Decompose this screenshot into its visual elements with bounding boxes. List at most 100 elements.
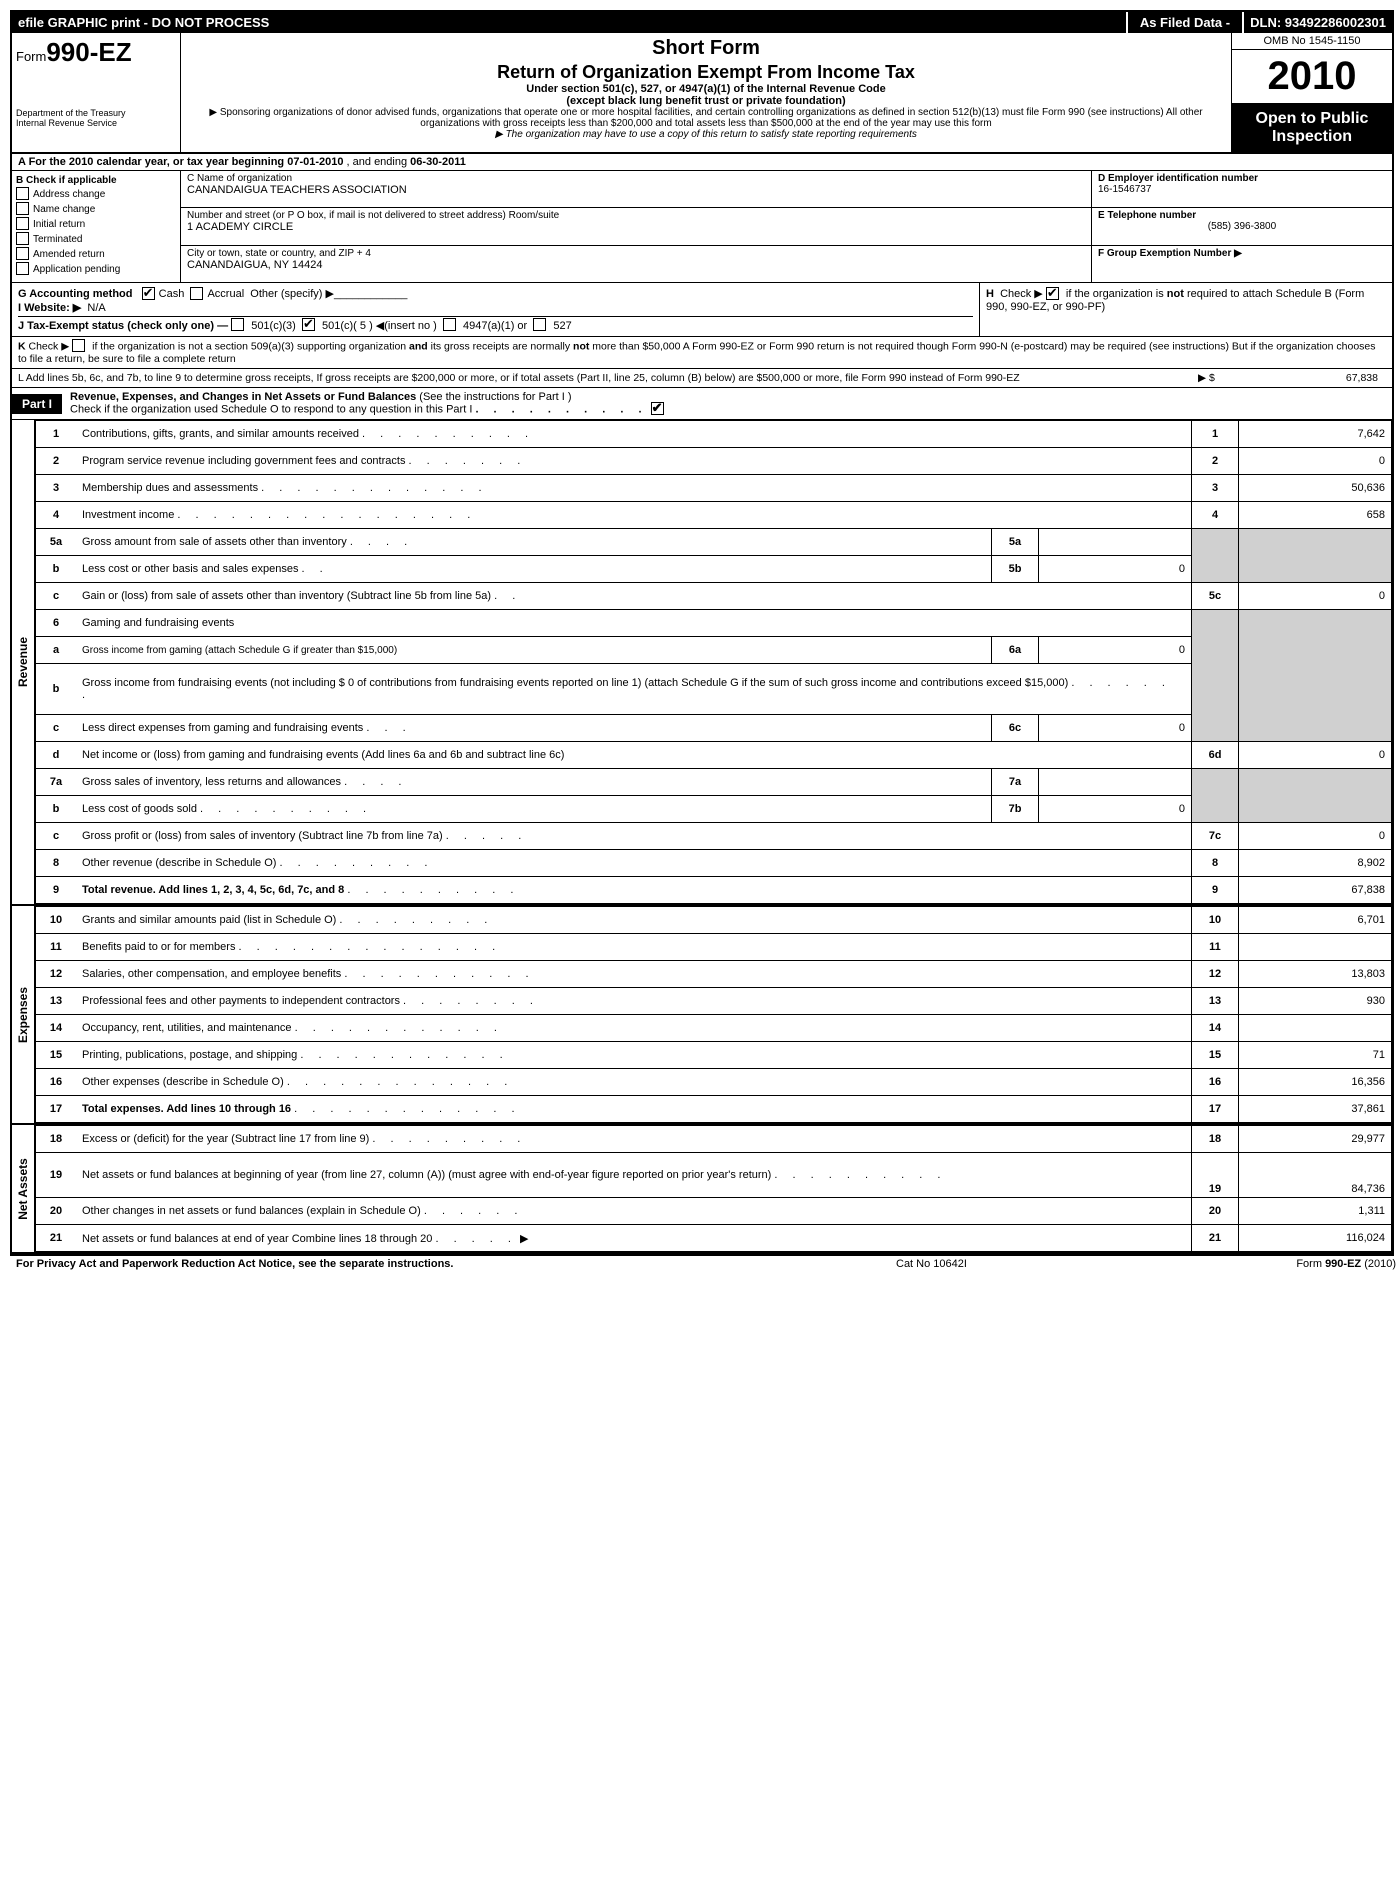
c-street-row: Number and street (or P O box, if mail i… [181, 208, 1091, 245]
l10-d: Grants and similar amounts paid (list in… [76, 907, 1192, 934]
l4-a: 658 [1239, 502, 1392, 529]
h-check[interactable] [1046, 287, 1059, 300]
l20-d: Other changes in net assets or fund bala… [76, 1198, 1192, 1225]
footer-form: Form 990-EZ (2010) [1196, 1258, 1396, 1270]
l3-d: Membership dues and assessments . . . . … [76, 475, 1192, 502]
part1-title: Revenue, Expenses, and Changes in Net As… [62, 388, 676, 419]
row-l: L Add lines 5b, 6c, and 7b, to line 9 to… [12, 369, 1392, 388]
b-terminated[interactable]: Terminated [16, 233, 176, 246]
g-line: G Accounting method Cash Accrual Other (… [18, 287, 973, 301]
org-street: 1 ACADEMY CIRCLE [187, 221, 1085, 233]
open1: Open to Public [1234, 110, 1390, 128]
l14-ln: 14 [1192, 1015, 1239, 1042]
l5a-n: 5a [36, 529, 77, 556]
l7a-d: Gross sales of inventory, less returns a… [76, 769, 992, 796]
l5-shade1 [1192, 529, 1239, 583]
l8-d: Other revenue (describe in Schedule O) .… [76, 850, 1192, 877]
l14-d: Occupancy, rent, utilities, and maintena… [76, 1015, 1192, 1042]
l6c-sn: 6c [992, 715, 1039, 742]
l17-d: Total expenses. Add lines 10 through 16 … [76, 1096, 1192, 1123]
expenses-table: 10Grants and similar amounts paid (list … [35, 906, 1392, 1123]
g-cash-check[interactable] [142, 287, 155, 300]
dept1: Department of the Treasury [16, 108, 176, 118]
l11-a [1239, 934, 1392, 961]
l7-shade1 [1192, 769, 1239, 823]
b-amended[interactable]: Amended return [16, 248, 176, 261]
l13-d: Professional fees and other payments to … [76, 988, 1192, 1015]
c-name-label: C Name of organization [187, 173, 407, 184]
omb: OMB No 1545-1150 [1232, 33, 1392, 50]
e-val: (585) 396-3800 [1098, 221, 1386, 232]
title-box: Short Form Return of Organization Exempt… [181, 33, 1231, 152]
line-3: 3Membership dues and assessments . . . .… [36, 475, 1392, 502]
l5c-d: Gain or (loss) from sale of assets other… [76, 583, 1192, 610]
l7b-sv: 0 [1039, 796, 1192, 823]
revenue-label: Revenue [16, 637, 30, 687]
ghi-left: G Accounting method Cash Accrual Other (… [12, 283, 979, 336]
line-6b: bGross income from fundraising events (n… [36, 664, 1392, 715]
b-opt-0: Address change [33, 189, 105, 200]
b-pending[interactable]: Application pending [16, 263, 176, 276]
l20-ln: 20 [1192, 1198, 1239, 1225]
l13-n: 13 [36, 988, 77, 1015]
b-opt-4: Amended return [33, 249, 105, 260]
d-label: D Employer identification number [1098, 173, 1386, 184]
l4-ln: 4 [1192, 502, 1239, 529]
l20-a: 1,311 [1239, 1198, 1392, 1225]
row-a-mid: , and ending [347, 156, 411, 168]
form-number-box: Form990-EZ Department of the Treasury In… [12, 33, 181, 152]
l16-a: 16,356 [1239, 1069, 1392, 1096]
l17-n: 17 [36, 1096, 77, 1123]
l8-ln: 8 [1192, 850, 1239, 877]
l21-d: Net assets or fund balances at end of ye… [76, 1225, 1192, 1252]
b-initial-return[interactable]: Initial return [16, 218, 176, 231]
line-20: 20Other changes in net assets or fund ba… [36, 1198, 1392, 1225]
row-ghij: G Accounting method Cash Accrual Other (… [12, 283, 1392, 337]
l16-d: Other expenses (describe in Schedule O) … [76, 1069, 1192, 1096]
dept2: Internal Revenue Service [16, 118, 176, 128]
l17-ln: 17 [1192, 1096, 1239, 1123]
line-15: 15Printing, publications, postage, and s… [36, 1042, 1392, 1069]
l5b-sv: 0 [1039, 556, 1192, 583]
top-bar: efile GRAPHIC print - DO NOT PROCESS As … [12, 12, 1392, 33]
footer: For Privacy Act and Paperwork Reduction … [10, 1256, 1400, 1272]
net-assets-label: Net Assets [16, 1158, 30, 1220]
j-501c3[interactable] [231, 318, 244, 331]
part1-schedule-o-check[interactable] [651, 402, 664, 415]
l5b-n: b [36, 556, 77, 583]
j-527[interactable] [533, 318, 546, 331]
b-header: B Check if applicable [16, 175, 176, 186]
h-box: H Check ▶ if the organization is not req… [979, 283, 1392, 336]
l5a-sv [1039, 529, 1192, 556]
l19-d: Net assets or fund balances at beginning… [76, 1153, 1192, 1198]
l6a-n: a [36, 637, 77, 664]
line-2: 2Program service revenue including gover… [36, 448, 1392, 475]
g-accrual-check[interactable] [190, 287, 203, 300]
form-prefix: Form [16, 49, 46, 64]
l6-shade2 [1239, 610, 1392, 742]
l6d-d: Net income or (loss) from gaming and fun… [76, 742, 1192, 769]
part1-header: Part I Revenue, Expenses, and Changes in… [12, 388, 1392, 420]
b-address-change[interactable]: Address change [16, 188, 176, 201]
l21-ln: 21 [1192, 1225, 1239, 1252]
l5b-sn: 5b [992, 556, 1039, 583]
l12-a: 13,803 [1239, 961, 1392, 988]
l-arrow: ▶ $ [1198, 372, 1238, 384]
j-4947[interactable] [443, 318, 456, 331]
footer-privacy: For Privacy Act and Paperwork Reduction … [16, 1258, 896, 1270]
l5b-d: Less cost or other basis and sales expen… [76, 556, 992, 583]
line-8: 8Other revenue (describe in Schedule O) … [36, 850, 1392, 877]
part1-title-text: Revenue, Expenses, and Changes in Net As… [70, 391, 419, 403]
l20-n: 20 [36, 1198, 77, 1225]
b-name-change[interactable]: Name change [16, 203, 176, 216]
l7a-n: 7a [36, 769, 77, 796]
line-7c: cGross profit or (loss) from sales of in… [36, 823, 1392, 850]
j-501c[interactable] [302, 318, 315, 331]
d-val: 16-1546737 [1098, 184, 1386, 195]
part1-sub: (See the instructions for Part I ) [419, 391, 571, 403]
l7c-ln: 7c [1192, 823, 1239, 850]
l14-a [1239, 1015, 1392, 1042]
l18-a: 29,977 [1239, 1126, 1392, 1153]
l18-d: Excess or (deficit) for the year (Subtra… [76, 1126, 1192, 1153]
k-check[interactable] [72, 339, 85, 352]
